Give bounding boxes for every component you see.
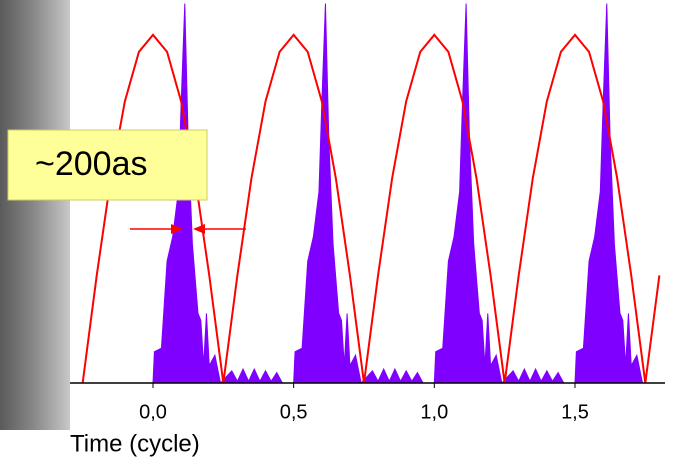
x-tick-label: 0,5 (280, 401, 308, 423)
plot: 0,0 0,5 1,0 1,5 (70, 3, 665, 423)
field-line (81, 33, 661, 384)
background-photo (0, 0, 70, 469)
x-tick-label: 1,5 (561, 401, 589, 423)
x-tick-label: 1,0 (420, 401, 448, 423)
pulse-area (152, 3, 644, 385)
x-axis-label: Time (cycle) (70, 430, 200, 457)
annotation-box (7, 129, 208, 201)
width-arrows (130, 224, 246, 234)
background-cover (0, 430, 70, 469)
annotation: ~200as (35, 145, 148, 183)
x-tick-label: 0,0 (139, 401, 167, 423)
